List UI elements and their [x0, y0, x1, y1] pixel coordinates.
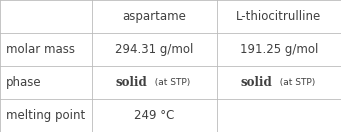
Text: 294.31 g/mol: 294.31 g/mol: [115, 43, 193, 56]
Text: (at STP): (at STP): [149, 78, 190, 87]
Text: (at STP): (at STP): [273, 78, 315, 87]
Text: solid: solid: [240, 76, 272, 89]
Text: 249 °C: 249 °C: [134, 109, 175, 122]
Text: 191.25 g/mol: 191.25 g/mol: [240, 43, 318, 56]
Text: solid: solid: [116, 76, 147, 89]
Text: aspartame: aspartame: [122, 10, 186, 23]
Text: L-thiocitrulline: L-thiocitrulline: [236, 10, 321, 23]
Text: melting point: melting point: [6, 109, 85, 122]
Text: phase: phase: [6, 76, 42, 89]
Text: molar mass: molar mass: [6, 43, 75, 56]
